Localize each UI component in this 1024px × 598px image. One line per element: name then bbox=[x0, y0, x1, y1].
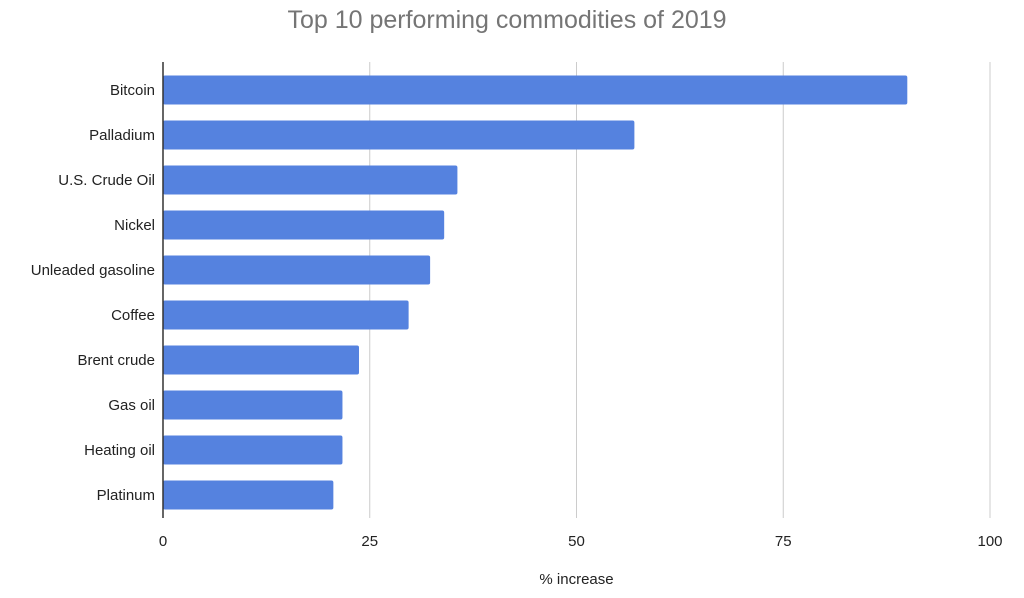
x-tick-label: 50 bbox=[568, 533, 585, 550]
bar-palladium bbox=[163, 120, 635, 150]
category-label: Palladium bbox=[89, 127, 155, 144]
chart-title: Top 10 performing commodities of 2019 bbox=[287, 6, 727, 34]
category-label: Platinum bbox=[97, 487, 155, 504]
x-axis-title: % increase bbox=[539, 571, 613, 588]
bar-platinum bbox=[163, 480, 334, 510]
bar-coffee bbox=[163, 300, 409, 330]
x-tick-label: 0 bbox=[159, 533, 167, 550]
category-label: Unleaded gasoline bbox=[31, 262, 155, 279]
bar-bitcoin bbox=[163, 75, 908, 105]
category-label: Heating oil bbox=[84, 442, 155, 459]
bar-gas-oil bbox=[163, 390, 343, 420]
x-tick-label: 100 bbox=[977, 533, 1002, 550]
x-tick-label: 75 bbox=[775, 533, 792, 550]
bar-nickel bbox=[163, 210, 445, 240]
category-label: Brent crude bbox=[77, 352, 155, 369]
category-label: Gas oil bbox=[108, 397, 155, 414]
category-label: Bitcoin bbox=[110, 82, 155, 99]
category-label: U.S. Crude Oil bbox=[58, 172, 155, 189]
bar-heating-oil bbox=[163, 435, 343, 465]
x-tick-label: 25 bbox=[361, 533, 378, 550]
bar-brent-crude bbox=[163, 345, 359, 375]
bar-u-s-crude-oil bbox=[163, 165, 458, 195]
category-label: Nickel bbox=[114, 217, 155, 234]
bar-unleaded-gasoline bbox=[163, 255, 431, 285]
category-label: Coffee bbox=[111, 307, 155, 324]
